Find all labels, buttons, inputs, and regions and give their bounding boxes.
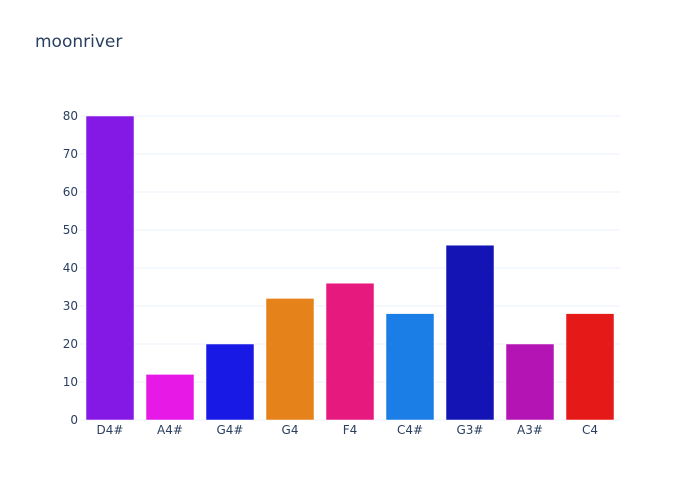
x-tick-label: F4	[343, 423, 358, 437]
y-tick-label: 80	[63, 109, 78, 123]
x-tick-label: D4#	[97, 423, 124, 437]
y-tick-label: 40	[63, 261, 78, 275]
bar-G4	[265, 298, 315, 421]
y-tick-label: 20	[63, 337, 78, 351]
bar-C4#	[385, 313, 435, 421]
bar-A4#	[145, 374, 195, 421]
y-tick-label: 10	[63, 375, 78, 389]
x-tick-label: C4#	[397, 423, 423, 437]
bar-G3#	[445, 244, 495, 421]
y-tick-label: 0	[70, 413, 78, 427]
bar-D4#	[85, 115, 135, 421]
y-tick-label: 50	[63, 223, 78, 237]
bars	[85, 115, 615, 421]
y-tick-label: 60	[63, 185, 78, 199]
bar-A3#	[505, 343, 555, 421]
chart-title: moonriver	[35, 32, 123, 52]
y-tick-label: 30	[63, 299, 78, 313]
y-axis: 0 10 20 30 40 50 60 70 80	[63, 109, 78, 427]
x-tick-label: A3#	[517, 423, 543, 437]
x-tick-label: G4	[282, 423, 299, 437]
x-tick-label: C4	[582, 423, 598, 437]
x-axis: D4# A4# G4# G4 F4 C4# G3# A3# C4	[97, 423, 598, 437]
x-tick-label: G4#	[217, 423, 244, 437]
bar-G4#	[205, 343, 255, 421]
bar-C4	[565, 313, 615, 421]
x-tick-label: A4#	[157, 423, 183, 437]
y-tick-label: 70	[63, 147, 78, 161]
bar-F4	[325, 282, 375, 421]
x-tick-label: G3#	[457, 423, 484, 437]
